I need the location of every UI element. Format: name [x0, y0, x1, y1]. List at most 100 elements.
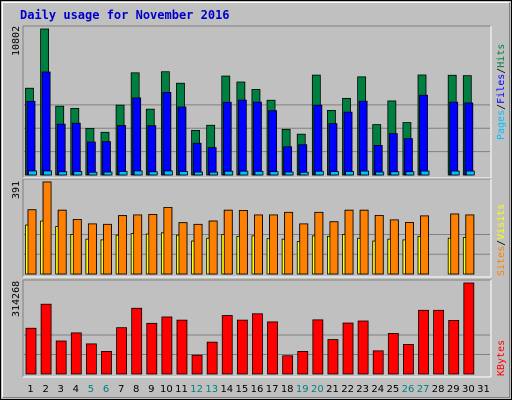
- kbytes-bar: [101, 351, 112, 375]
- legend-hits-files-pages: Pages/Files/Hits: [496, 44, 507, 140]
- sites-bar-front: [359, 209, 369, 275]
- kbytes-bar: [387, 333, 399, 375]
- pages-bar: [194, 171, 203, 176]
- kbytes-bar: [70, 332, 82, 375]
- kbytes-bar: [433, 309, 445, 375]
- sites-bar-front: [193, 223, 203, 275]
- kbytes-bar: [146, 322, 158, 375]
- files-bar: [388, 133, 398, 176]
- sites-bar-front: [27, 209, 37, 275]
- kbytes-bar: [463, 282, 475, 375]
- kbytes-bar: [206, 341, 218, 375]
- sites-bar-front: [284, 211, 294, 275]
- day-label: 26: [402, 384, 415, 395]
- kbytes-bar: [55, 340, 67, 375]
- sites-bar-front: [344, 209, 354, 275]
- sites-bar-front: [238, 210, 248, 275]
- pages-bar: [88, 171, 98, 176]
- kbytes-bar: [312, 319, 324, 375]
- pages-bar: [299, 171, 309, 176]
- files-bar: [192, 142, 202, 176]
- files-bar: [404, 138, 413, 176]
- files-bar: [464, 102, 474, 176]
- day-label: 14: [220, 384, 233, 395]
- files-bar: [343, 111, 353, 176]
- pages-bar: [58, 171, 68, 176]
- day-label: 17: [266, 384, 279, 395]
- day-label: 13: [205, 384, 218, 395]
- files-bar: [449, 101, 459, 176]
- day-label: 22: [341, 384, 354, 395]
- pages-bar: [133, 170, 143, 176]
- files-bar: [41, 71, 51, 176]
- files-bar: [253, 101, 262, 176]
- sites-bar-front: [299, 223, 309, 275]
- day-label: 7: [118, 384, 124, 395]
- kbytes-bar: [342, 322, 354, 375]
- files-bar: [419, 94, 428, 176]
- sites-bar-front: [374, 215, 384, 275]
- pages-bar: [179, 171, 188, 176]
- day-label: 3: [58, 384, 64, 395]
- files-bar: [313, 104, 323, 176]
- files-bar: [132, 97, 142, 176]
- files-bar: [26, 100, 36, 176]
- kbytes-bar: [191, 354, 203, 375]
- day-label: 1: [27, 384, 33, 395]
- day-label: 8: [133, 384, 139, 395]
- pages-bar: [465, 170, 475, 176]
- sites-bar-front: [329, 221, 339, 275]
- day-label: 5: [88, 384, 94, 395]
- files-bar: [102, 141, 111, 176]
- day-label: 31: [477, 384, 490, 395]
- sites-bar-front: [103, 223, 112, 275]
- files-bar: [86, 141, 96, 176]
- pages-bar: [148, 171, 158, 176]
- files-bar: [147, 125, 157, 176]
- pages-bar: [239, 170, 249, 176]
- pages-bar: [284, 171, 294, 176]
- sites-bar-front: [42, 181, 52, 275]
- kbytes-bar: [267, 321, 278, 375]
- day-label: 28: [432, 384, 445, 395]
- pages-bar: [375, 171, 385, 176]
- pages-bar: [28, 170, 37, 176]
- panel-3-ymax-label: 314268: [11, 281, 22, 317]
- pages-bar: [73, 171, 83, 176]
- sites-bar-front: [254, 214, 263, 275]
- kbytes-bar: [252, 313, 263, 375]
- day-label: 10: [160, 384, 173, 395]
- day-label: 18: [281, 384, 294, 395]
- panel-1-ymax-label: 10802: [11, 26, 22, 56]
- pages-bar: [314, 170, 324, 176]
- pages-bar: [420, 170, 430, 176]
- files-bar: [268, 110, 277, 176]
- sites-bar-front: [163, 207, 173, 275]
- day-label: 27: [417, 384, 430, 395]
- pages-bar: [405, 171, 415, 176]
- sites-bar-front: [465, 214, 475, 275]
- pages-bar: [450, 170, 460, 176]
- day-label: 24: [371, 384, 384, 395]
- pages-bar: [390, 171, 400, 176]
- day-label: 29: [447, 384, 460, 395]
- pages-bar: [209, 171, 219, 176]
- pages-bar: [254, 170, 264, 176]
- pages-bar: [163, 170, 173, 176]
- legend-kbytes: KBytes: [496, 340, 507, 376]
- files-bar: [56, 123, 66, 176]
- files-bar: [177, 106, 187, 176]
- kbytes-bar: [85, 343, 97, 375]
- sites-bar-front: [133, 214, 143, 275]
- sites-bar-front: [178, 222, 188, 275]
- sites-bar-front: [208, 220, 218, 275]
- kbytes-bar: [25, 327, 37, 375]
- day-label: 12: [190, 384, 203, 395]
- day-label: 16: [251, 384, 264, 395]
- sites-bar-front: [72, 219, 82, 275]
- files-bar: [298, 144, 308, 176]
- files-bar: [283, 146, 293, 176]
- kbytes-bar: [372, 350, 384, 375]
- kbytes-bar: [297, 351, 309, 375]
